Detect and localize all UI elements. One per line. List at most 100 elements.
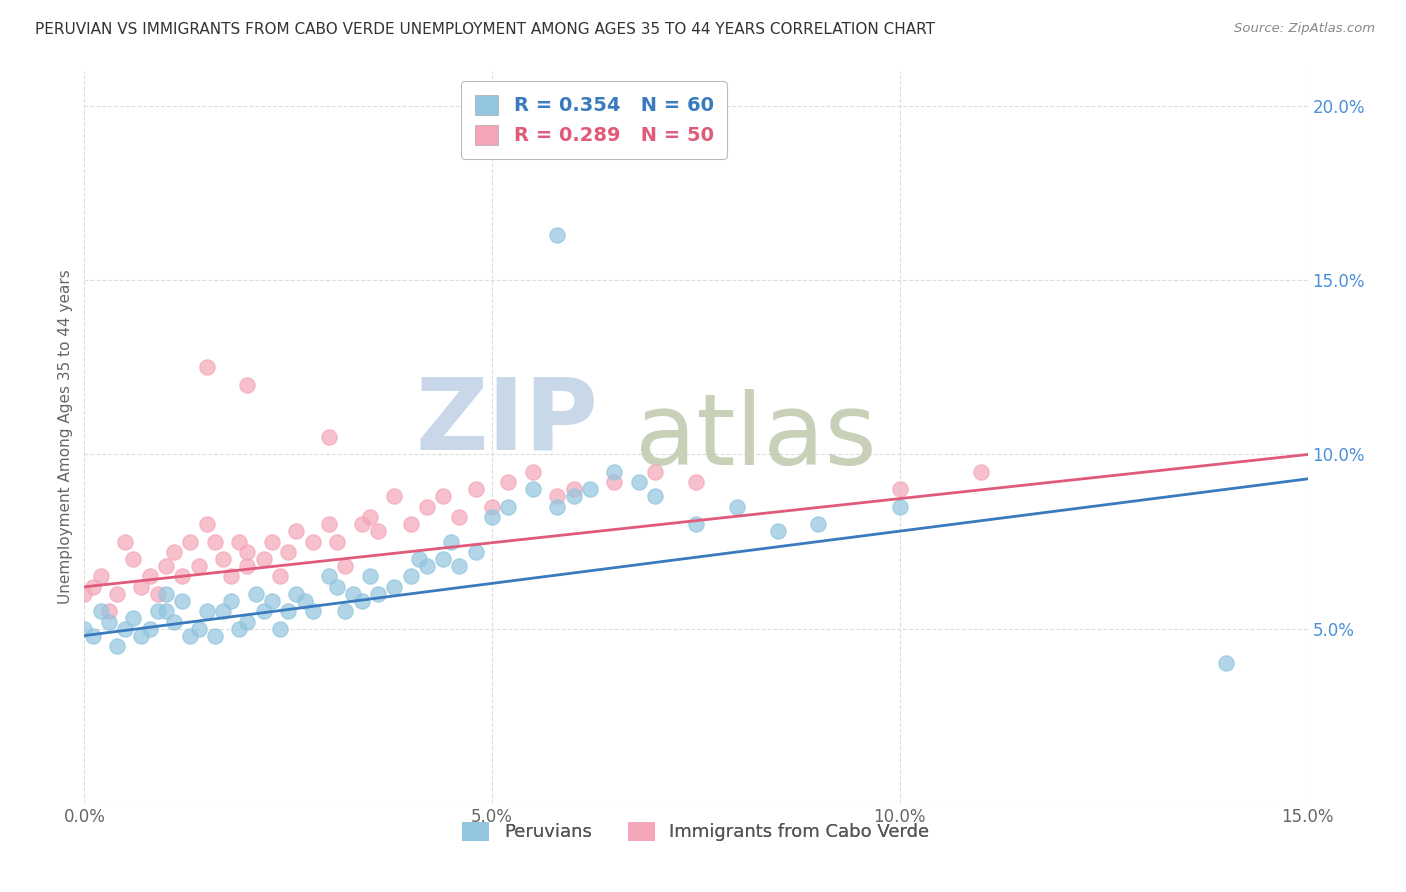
Point (399, 569, 422, 583)
Point (155, 604, 177, 618)
Point (163, 545, 186, 559)
Point (212, 604, 235, 618)
Point (245, 587, 267, 601)
Text: Source: ZipAtlas.com: Source: ZipAtlas.com (1234, 22, 1375, 36)
Point (146, 587, 169, 601)
Point (138, 569, 160, 583)
Point (432, 552, 454, 566)
Point (236, 558, 259, 573)
Point (449, 510, 471, 524)
Point (440, 534, 463, 549)
Point (260, 594, 283, 608)
Point (889, 483, 911, 497)
Point (807, 517, 830, 532)
Point (187, 622, 209, 636)
Point (367, 587, 389, 601)
Point (318, 517, 340, 532)
Point (603, 475, 626, 490)
Point (481, 500, 503, 514)
Point (335, 604, 357, 618)
Point (579, 483, 602, 497)
Point (269, 622, 291, 636)
Point (318, 569, 340, 583)
Point (318, 430, 340, 444)
Point (522, 483, 544, 497)
Point (114, 534, 136, 549)
Point (219, 594, 242, 608)
Point (114, 622, 136, 636)
Point (172, 569, 194, 583)
Point (236, 377, 259, 392)
Point (73, 622, 96, 636)
Point (294, 594, 316, 608)
Point (432, 489, 454, 503)
Point (335, 558, 357, 573)
Point (82, 580, 104, 594)
Point (627, 475, 650, 490)
Point (685, 475, 707, 490)
Point (342, 587, 364, 601)
Point (522, 465, 544, 479)
Point (163, 615, 186, 629)
Point (228, 622, 250, 636)
Point (187, 558, 209, 573)
Point (464, 483, 486, 497)
Point (382, 489, 405, 503)
Point (301, 604, 323, 618)
Point (73, 587, 96, 601)
Point (285, 587, 308, 601)
Point (498, 475, 520, 490)
Point (350, 517, 373, 532)
Point (253, 604, 276, 618)
Point (212, 552, 235, 566)
Y-axis label: Unemployment Among Ages 35 to 44 years: Unemployment Among Ages 35 to 44 years (58, 269, 73, 605)
Point (498, 500, 520, 514)
Point (285, 524, 308, 538)
Point (301, 534, 323, 549)
Point (562, 483, 585, 497)
Point (236, 545, 259, 559)
Point (138, 622, 160, 636)
Point (253, 552, 276, 566)
Point (766, 524, 789, 538)
Point (277, 545, 299, 559)
Point (277, 604, 299, 618)
Point (408, 552, 430, 566)
Point (326, 534, 349, 549)
Point (481, 510, 503, 524)
Point (546, 228, 568, 243)
Point (155, 558, 177, 573)
Legend: Peruvians, Immigrants from Cabo Verde: Peruvians, Immigrants from Cabo Verde (456, 814, 936, 848)
Point (90, 569, 112, 583)
Point (326, 580, 349, 594)
Point (359, 510, 381, 524)
Point (105, 587, 128, 601)
Point (195, 604, 218, 618)
Point (416, 558, 439, 573)
Point (219, 569, 242, 583)
Point (367, 524, 389, 538)
Point (725, 500, 748, 514)
Text: atlas: atlas (636, 389, 876, 485)
Point (122, 611, 145, 625)
Point (449, 558, 471, 573)
Point (359, 569, 381, 583)
Point (195, 517, 218, 532)
Point (416, 500, 439, 514)
Point (350, 594, 373, 608)
Point (603, 465, 626, 479)
Point (644, 465, 666, 479)
Point (685, 517, 707, 532)
Point (464, 545, 486, 559)
Point (97, 604, 120, 618)
Point (204, 534, 226, 549)
Point (90, 604, 112, 618)
Point (889, 500, 911, 514)
Point (546, 500, 568, 514)
Point (970, 465, 993, 479)
Text: PERUVIAN VS IMMIGRANTS FROM CABO VERDE UNEMPLOYMENT AMONG AGES 35 TO 44 YEARS CO: PERUVIAN VS IMMIGRANTS FROM CABO VERDE U… (35, 22, 935, 37)
Point (546, 489, 568, 503)
Point (105, 639, 128, 653)
Point (155, 587, 177, 601)
Point (260, 534, 283, 549)
